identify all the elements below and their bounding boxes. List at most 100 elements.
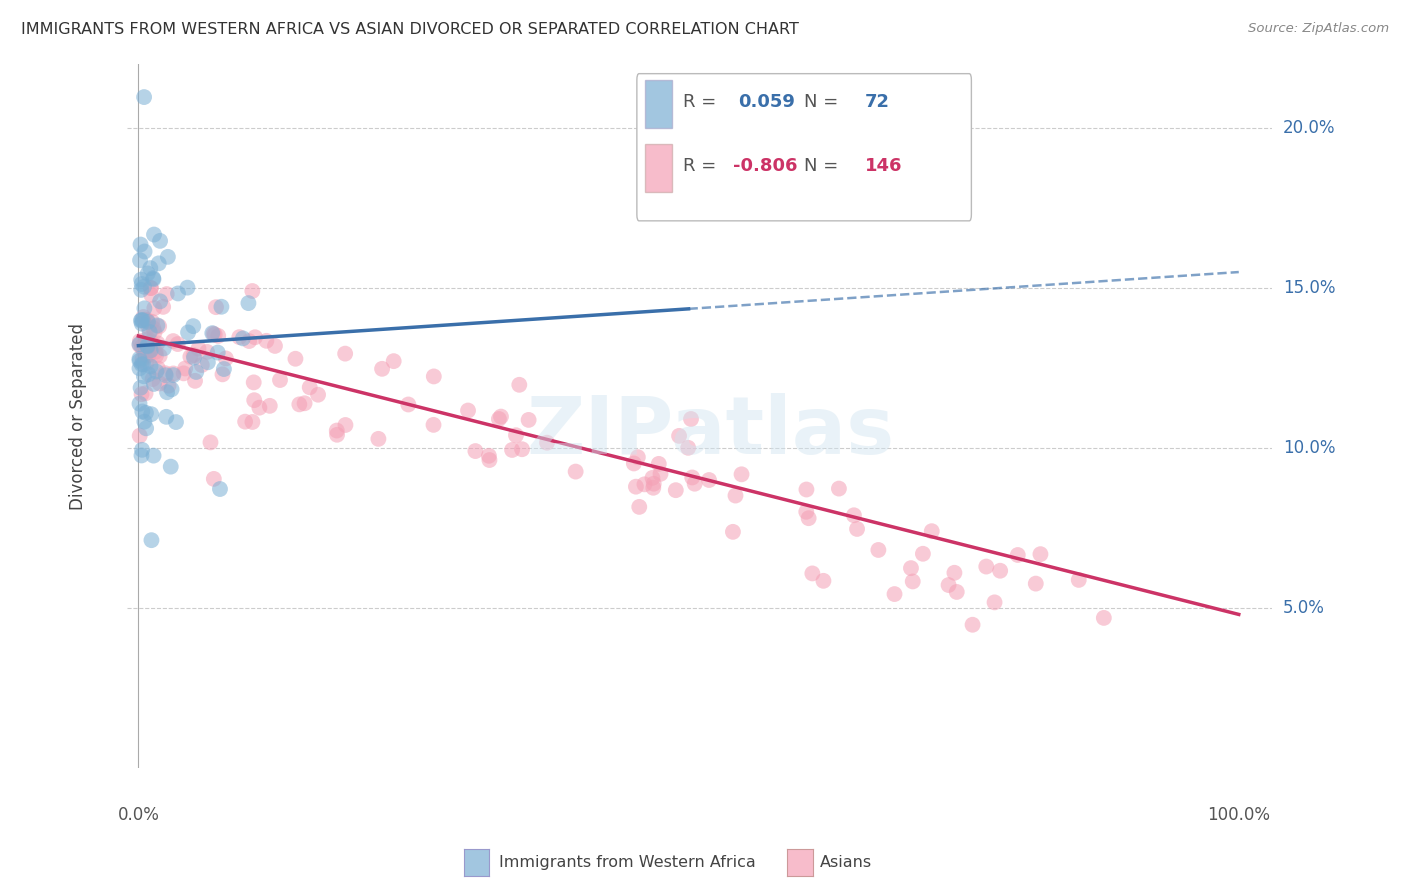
Point (138, 325, 160, 339)
Point (197, 355, 219, 369)
Point (842, 508, 865, 523)
Point (382, 354, 405, 368)
Text: 100.0%: 100.0% (1208, 806, 1270, 824)
Point (128, 397, 150, 411)
Point (307, 387, 329, 401)
Text: Immigrants from Western Africa: Immigrants from Western Africa (499, 855, 756, 870)
Point (724, 489, 747, 503)
Point (294, 396, 316, 410)
Text: 20.0%: 20.0% (1282, 119, 1336, 137)
Point (648, 457, 671, 471)
Point (129, 253, 152, 268)
Point (139, 359, 162, 374)
Point (517, 413, 540, 427)
Point (143, 326, 166, 340)
Point (828, 482, 851, 496)
Point (131, 449, 153, 463)
Point (131, 387, 153, 401)
Point (683, 476, 706, 491)
Point (212, 362, 235, 376)
Bar (644, 80, 672, 128)
Point (228, 330, 250, 344)
Point (134, 312, 156, 326)
Point (128, 428, 150, 442)
Point (135, 421, 157, 435)
Point (938, 578, 960, 592)
Text: -0.806: -0.806 (733, 158, 797, 176)
Point (134, 415, 156, 429)
Point (174, 361, 197, 376)
Point (132, 90, 155, 104)
Point (134, 244, 156, 259)
Point (142, 321, 165, 335)
Point (679, 412, 702, 426)
Point (813, 574, 835, 588)
Point (156, 385, 179, 400)
Point (129, 381, 152, 395)
Point (215, 351, 238, 366)
Point (131, 351, 153, 366)
Point (1007, 548, 1029, 562)
Point (209, 300, 232, 314)
Point (284, 351, 307, 366)
Point (868, 543, 890, 558)
Point (200, 435, 222, 450)
Point (962, 617, 984, 632)
Point (1025, 576, 1047, 591)
Point (132, 357, 155, 371)
Point (201, 326, 224, 341)
Point (141, 407, 163, 421)
Point (148, 319, 170, 334)
Point (162, 334, 184, 348)
Point (681, 470, 703, 484)
Point (128, 337, 150, 351)
Point (148, 256, 170, 270)
Point (264, 339, 287, 353)
Point (911, 547, 934, 561)
Point (974, 559, 997, 574)
Point (233, 415, 256, 429)
Point (211, 368, 233, 382)
Text: 10.0%: 10.0% (1282, 439, 1336, 457)
Point (187, 342, 209, 356)
Point (135, 313, 157, 327)
Text: 146: 146 (865, 158, 903, 176)
Point (129, 334, 152, 348)
Point (132, 369, 155, 384)
Point (142, 449, 165, 463)
Point (921, 524, 943, 538)
Point (457, 403, 479, 417)
Text: 72: 72 (865, 94, 890, 112)
Point (131, 340, 153, 354)
Point (149, 234, 172, 248)
Point (129, 237, 152, 252)
Point (371, 361, 394, 376)
Text: ZIPatlas: ZIPatlas (526, 393, 894, 471)
Point (238, 334, 260, 348)
Point (146, 361, 169, 376)
Point (156, 250, 179, 264)
Point (508, 377, 530, 392)
Point (167, 286, 190, 301)
Point (943, 566, 966, 580)
Point (129, 283, 152, 297)
Point (796, 483, 818, 497)
Point (141, 288, 163, 302)
Point (176, 280, 198, 294)
Point (665, 483, 688, 498)
Point (676, 441, 699, 455)
Point (288, 397, 311, 411)
Point (139, 334, 162, 349)
Point (901, 574, 924, 589)
Point (205, 300, 228, 314)
Point (136, 343, 159, 357)
Point (135, 386, 157, 401)
Point (166, 337, 188, 351)
Point (155, 409, 177, 424)
Point (146, 336, 169, 351)
Point (139, 281, 162, 295)
Point (242, 415, 264, 429)
Text: N =: N = (804, 94, 849, 112)
Point (134, 337, 156, 351)
Point (1067, 573, 1090, 587)
